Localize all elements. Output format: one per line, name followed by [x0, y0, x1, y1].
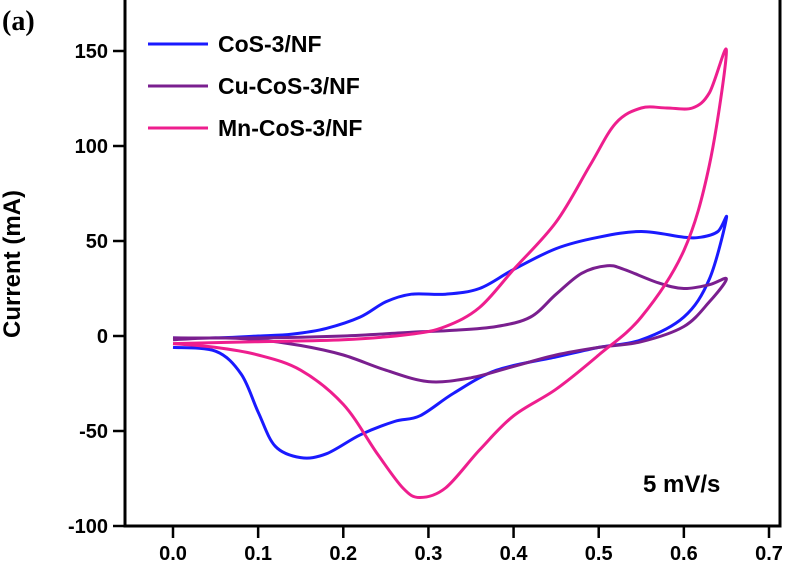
scan-rate-annotation: 5 mV/s [643, 471, 720, 498]
curves-layer [172, 47, 729, 499]
cu-cos-curve [172, 264, 728, 384]
y-tick-label: -100 [68, 516, 108, 538]
x-axis: 0.0 0.1 0.2 0.3 0.4 0.5 0.6 0.7 [159, 526, 783, 565]
legend-label: CoS-3/NF [218, 31, 322, 57]
x-tick-label: 0.3 [415, 543, 443, 565]
legend-label: Mn-CoS-3/NF [218, 115, 362, 141]
y-tick-label: 150 [75, 41, 108, 63]
plot-frame [123, 0, 782, 528]
panel-label: (a) [2, 6, 35, 37]
y-tick-label: 50 [86, 231, 108, 253]
y-tick-label: 100 [75, 136, 108, 158]
x-tick-label: 0.6 [670, 543, 698, 565]
mn-cos-curve [172, 47, 728, 499]
x-tick-label: 0.1 [244, 543, 272, 565]
y-tick-label: -50 [79, 421, 108, 443]
x-tick-label: 0.5 [585, 543, 613, 565]
y-tick-label: 0 [97, 326, 108, 348]
y-axis-title: Current (mA) [0, 190, 26, 338]
cos-curve [172, 214, 729, 460]
x-tick-label: 0.4 [500, 543, 529, 565]
legend-label: Cu-CoS-3/NF [218, 73, 360, 99]
x-tick-label: 0.0 [159, 543, 187, 565]
x-tick-label: 0.7 [755, 543, 783, 565]
legend: CoS-3/NF Cu-CoS-3/NF Mn-CoS-3/NF [148, 31, 362, 141]
y-axis: -100 -50 0 50 100 150 [68, 41, 125, 538]
x-tick-label: 0.2 [329, 543, 357, 565]
